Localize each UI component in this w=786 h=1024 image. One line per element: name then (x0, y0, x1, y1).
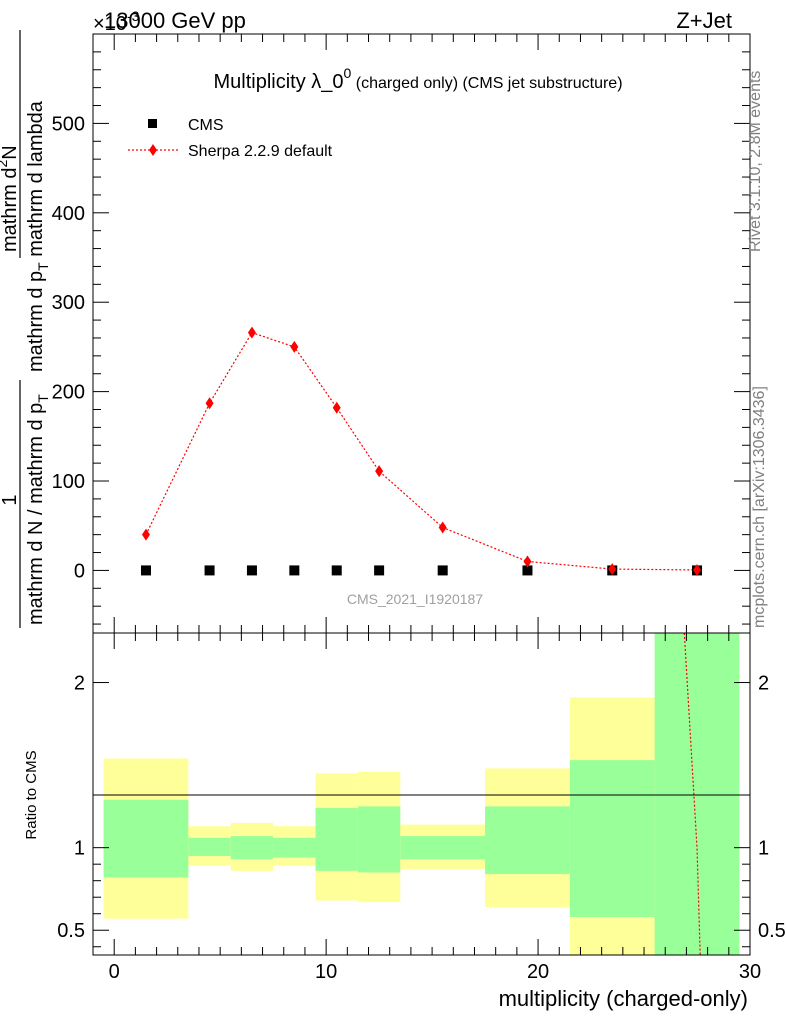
ylabel-denominator-sub: T (35, 262, 51, 271)
sherpa-point-0 (141, 528, 150, 541)
main-y-tick-label: 500 (52, 113, 85, 135)
ratio-stat-band-9 (654, 633, 740, 955)
ylabel-numerator: mathrm d2N (0, 145, 21, 252)
ylabel-prefix-num: 1 (0, 494, 21, 505)
ylabel-numerator-rest: N (0, 145, 21, 159)
ratio-x-tick-label: 0 (109, 961, 120, 983)
ratio-uncertainty-bands (103, 633, 740, 955)
ylabel-denominator-rest: mathrm d lambda (25, 100, 47, 262)
analysis-id: CMS_2021_I1920187 (347, 591, 483, 607)
ratio-stat-band-1 (188, 837, 231, 856)
ratio-y-tick-label-right: 0.5 (758, 920, 786, 942)
sherpa-point-6 (438, 521, 447, 534)
cms-point-4 (331, 565, 342, 576)
ratio-y-tick-label: 2 (74, 673, 85, 695)
sherpa-point-7 (523, 555, 532, 568)
ratio-x-ticks: 0 10 20 30 (92, 633, 761, 983)
exponent-label: ×10-3 (93, 8, 140, 35)
sherpa-point-3 (290, 340, 299, 353)
cms-point-7 (522, 565, 533, 576)
ratio-x-tick-label: 10 (315, 961, 337, 983)
ratio-x-tick-label: 20 (527, 961, 549, 983)
legend-cms-marker (148, 119, 157, 128)
ratio-stat-band-5 (357, 806, 401, 873)
ylabel-denominator: mathrm d pT mathrm d lambda (25, 100, 51, 372)
plot-title-suffix: (charged only) (CMS jet substructure) (351, 75, 622, 92)
ratio-y-tick-label: 0.5 (57, 920, 85, 942)
sherpa-point-4 (332, 401, 341, 414)
cms-point-5 (374, 565, 385, 576)
legend-sherpa-marker (149, 144, 157, 156)
sherpa-point-2 (247, 326, 256, 339)
sherpa-points (141, 326, 702, 576)
ratio-stat-band-6 (400, 836, 486, 860)
legend-cms-label: CMS (188, 117, 224, 134)
cms-point-0 (140, 565, 151, 576)
ratio-y-axis-label: Ratio to CMS (23, 750, 40, 839)
ylabel-prefix-den: mathrm d N / mathrm d pT (25, 394, 51, 625)
cms-point-3 (289, 565, 300, 576)
ratio-y-tick-label: 1 (74, 838, 85, 860)
exponent-value: -3 (127, 8, 140, 24)
cms-point-2 (246, 565, 257, 576)
ratio-x-tick-label: 30 (739, 961, 761, 983)
main-y-tick-label: 300 (52, 292, 85, 314)
ratio-stat-band-0 (103, 799, 189, 878)
ratio-frame (92, 632, 751, 956)
sherpa-point-5 (375, 465, 384, 478)
main-x-ticks (92, 34, 751, 633)
energy-label: 13000 GeV pp (104, 8, 246, 33)
sherpa-point-9 (693, 563, 702, 576)
plot-title: Multiplicity λ_00 (charged only) (CMS je… (213, 65, 622, 93)
x-axis-label: multiplicity (charged-only) (499, 986, 748, 1011)
main-y-tick-label: 200 (52, 382, 85, 404)
process-label: Z+Jet (676, 8, 732, 33)
cms-point-6 (437, 565, 448, 576)
sherpa-point-1 (205, 397, 214, 410)
plot-title-sup: 0 (344, 65, 352, 81)
legend-sherpa-label: Sherpa 2.2.9 default (188, 143, 333, 160)
sherpa-line (145, 331, 698, 571)
mcplots-label: mcplots.cern.ch [arXiv:1306.3436] (751, 386, 768, 628)
ratio-y-tick-label-right: 1 (758, 838, 769, 860)
ratio-y-tick-label-right: 2 (758, 673, 769, 695)
ratio-stat-band-4 (315, 808, 358, 871)
ratio-stat-band-2 (230, 836, 274, 860)
ratio-stat-band-7 (485, 806, 570, 875)
sherpa-point-8 (608, 563, 617, 576)
ylabel-prefix-den-sub: T (35, 394, 51, 403)
main-y-tick-label: 0 (74, 560, 85, 582)
main-y-axis-label: 1 mathrm d N / mathrm d pT mathrm d2N ma… (0, 30, 51, 628)
rivet-label: Rivet 3.1.10, 2.8M events (747, 71, 764, 252)
cms-points (140, 565, 703, 576)
main-y-ticks: 0 100 200 300 400 500 (52, 33, 750, 625)
ratio-y-ticks: 0.5 0.5 1 1 2 2 (57, 673, 786, 948)
cms-point-1 (204, 565, 215, 576)
ratio-stat-band-8 (569, 760, 655, 918)
ratio-stat-band-3 (273, 837, 316, 858)
main-y-tick-label: 100 (52, 471, 85, 493)
ylabel-numerator-sup: 2 (0, 160, 10, 168)
main-y-tick-label: 400 (52, 203, 85, 225)
